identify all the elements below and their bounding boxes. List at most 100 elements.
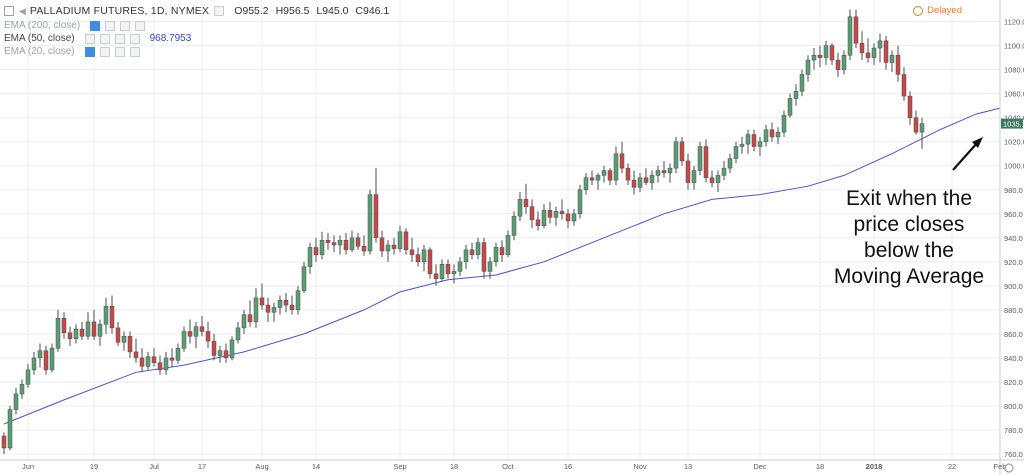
candle	[697, 141, 703, 176]
annotation-arrow	[952, 137, 983, 171]
time-tick-label: 16	[564, 462, 572, 471]
indicator-more-icon[interactable]	[129, 46, 140, 57]
candles-group	[1, 9, 925, 454]
candle	[757, 136, 763, 157]
candle	[355, 233, 361, 250]
candle	[553, 206, 559, 226]
time-tick-label: Aug	[255, 462, 268, 471]
time-tick-label: 13	[684, 462, 692, 471]
indicator-label: EMA (50, close)	[4, 33, 75, 44]
annotation-line: below the	[864, 239, 954, 262]
candle	[535, 211, 541, 231]
candle	[475, 237, 481, 260]
indicator-ema-50[interactable]: EMA (50, close) 968.7953	[4, 33, 191, 44]
candle	[751, 129, 757, 152]
candle	[877, 33, 883, 63]
indicator-settings-icon[interactable]	[99, 33, 110, 44]
symbol-settings-icon[interactable]	[214, 6, 225, 16]
candle	[337, 235, 343, 255]
indicator-settings-icon[interactable]	[105, 20, 116, 31]
candle	[157, 355, 163, 375]
indicator-remove-icon[interactable]	[114, 46, 125, 57]
indicator-remove-icon[interactable]	[120, 20, 131, 31]
symbol-square-icon[interactable]	[4, 6, 14, 16]
candle	[367, 189, 373, 255]
candle	[829, 43, 835, 65]
candle	[499, 240, 505, 262]
candle	[859, 31, 865, 61]
price-tick-label: 840.0	[1004, 354, 1023, 363]
candle	[871, 43, 877, 65]
candle	[61, 312, 67, 339]
settings-icon[interactable]	[1004, 463, 1014, 473]
candle	[595, 172, 601, 190]
candle	[487, 257, 493, 279]
candle	[325, 233, 331, 250]
candle	[775, 127, 781, 145]
time-tick-label: 14	[312, 462, 320, 471]
candle	[727, 153, 733, 173]
candle	[229, 336, 235, 361]
price-tick-label: 800.0	[1004, 402, 1023, 411]
candle	[241, 309, 247, 334]
candle	[163, 351, 169, 375]
candle	[187, 319, 193, 344]
candle	[103, 297, 109, 334]
visibility-toggle-icon[interactable]	[84, 46, 95, 57]
candle	[589, 170, 595, 185]
annotation-arrow-head	[972, 137, 983, 148]
delayed-badge[interactable]: Delayed	[913, 5, 962, 16]
candle	[37, 343, 43, 368]
candle	[283, 293, 289, 313]
candle	[433, 264, 439, 286]
candle	[415, 247, 421, 267]
candle	[271, 302, 277, 322]
candle	[391, 237, 397, 255]
candle	[505, 230, 511, 258]
candle	[247, 300, 253, 327]
candle	[421, 245, 427, 272]
indicator-more-icon[interactable]	[129, 33, 140, 44]
candle	[301, 261, 307, 294]
candle	[13, 387, 19, 415]
candle	[259, 283, 265, 310]
ohlc-values: O955.2 H956.5 L945.0 C946.1	[234, 5, 393, 17]
price-tick-label: 820.0	[1004, 378, 1023, 387]
candle	[691, 165, 697, 190]
candle	[529, 199, 535, 229]
price-tick-label: 900.0	[1004, 282, 1023, 291]
time-axis[interactable]: Jun 19 Jul 17 Aug 14 Sep 18 Oct 16 Nov 13 Dec 18 2018 2…	[0, 459, 1024, 471]
candle	[451, 264, 457, 284]
candle	[913, 110, 919, 135]
candle	[559, 199, 565, 220]
candle	[445, 259, 451, 279]
visibility-toggle-icon[interactable]	[90, 20, 101, 31]
candle	[25, 363, 31, 388]
price-axis[interactable]: 760.0 780.0 800.0 820.0 840.0 860.0 880.0 900.0…	[999, 0, 1024, 475]
candle	[805, 55, 811, 82]
candle	[769, 122, 775, 142]
visibility-toggle-icon[interactable]	[84, 33, 95, 44]
time-tick-label: Sep	[393, 462, 406, 471]
candle	[817, 45, 823, 68]
indicator-more-icon[interactable]	[135, 20, 146, 31]
candle	[343, 233, 349, 255]
indicator-remove-icon[interactable]	[114, 33, 125, 44]
indicator-ema-20[interactable]: EMA (20, close)	[4, 46, 140, 57]
delayed-label: Delayed	[927, 5, 962, 16]
indicator-settings-icon[interactable]	[99, 46, 110, 57]
candle	[907, 91, 913, 125]
chart-grid	[0, 0, 1001, 460]
candle	[67, 326, 73, 346]
candle	[889, 50, 895, 73]
indicator-ema-200[interactable]: EMA (200, close)	[4, 20, 146, 31]
price-tick-label: 1000.0	[1004, 162, 1024, 171]
candle	[439, 259, 445, 282]
collapse-icon[interactable]: ◀	[19, 5, 26, 16]
candle	[235, 321, 241, 344]
low-value: L945.0	[316, 5, 349, 17]
candle	[517, 192, 523, 221]
candle	[865, 38, 871, 63]
candle	[55, 309, 61, 352]
